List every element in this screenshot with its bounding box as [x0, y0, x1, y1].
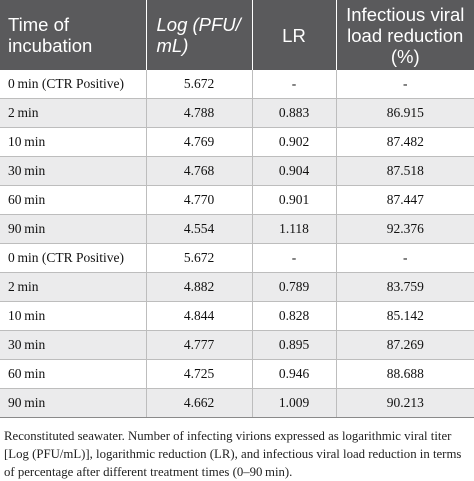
cell-lr: 1.118: [252, 214, 337, 244]
header-log-pfu-ml: Log (PFU/ mL): [146, 0, 253, 70]
cell-reduction: 86.915: [336, 98, 474, 128]
cell-time: 2 min: [0, 272, 147, 302]
table-footnote: Reconstituted seawater. Number of infect…: [4, 429, 462, 479]
cell-lr: 0.904: [252, 156, 337, 186]
cell-log: 4.777: [146, 330, 253, 360]
cell-log: 5.672: [146, 70, 253, 99]
header-row: Time of incubation Log (PFU/ mL) LR Infe…: [0, 0, 474, 70]
cell-reduction: 90.213: [336, 388, 474, 418]
cell-lr: 0.946: [252, 359, 337, 389]
cell-lr: 1.009: [252, 388, 337, 418]
cell-log: 4.768: [146, 156, 253, 186]
cell-reduction: 87.518: [336, 156, 474, 186]
cell-lr: -: [252, 243, 337, 273]
table-row: 0 min (CTR Positive) 5.672 - -: [0, 70, 474, 99]
cell-log: 4.788: [146, 98, 253, 128]
cell-reduction: 87.482: [336, 127, 474, 157]
cell-time: 90 min: [0, 214, 147, 244]
cell-lr: 0.789: [252, 272, 337, 302]
cell-time: 60 min: [0, 359, 147, 389]
cell-time: 10 min: [0, 301, 147, 331]
header-viral-load-reduction: Infectious viral load reduction (%): [336, 0, 474, 70]
table-row: 90 min 4.662 1.009 90.213: [0, 388, 474, 418]
table-row: 60 min 4.770 0.901 87.447: [0, 185, 474, 215]
cell-reduction: 92.376: [336, 214, 474, 244]
cell-time: 90 min: [0, 388, 147, 418]
cell-reduction: 83.759: [336, 272, 474, 302]
cell-reduction: 87.447: [336, 185, 474, 215]
table-header: Time of incubation Log (PFU/ mL) LR Infe…: [0, 0, 474, 70]
cell-lr: 0.828: [252, 301, 337, 331]
table-row: 90 min 4.554 1.118 92.376: [0, 214, 474, 244]
cell-time: 0 min (CTR Positive): [0, 243, 147, 273]
cell-log: 4.882: [146, 272, 253, 302]
cell-log: 4.844: [146, 301, 253, 331]
cell-lr: 0.895: [252, 330, 337, 360]
table-row: 60 min 4.725 0.946 88.688: [0, 359, 474, 389]
cell-log: 5.672: [146, 243, 253, 273]
cell-reduction: 87.269: [336, 330, 474, 360]
table-row: 2 min 4.788 0.883 86.915: [0, 98, 474, 128]
results-table: Time of incubation Log (PFU/ mL) LR Infe…: [0, 0, 474, 418]
cell-time: 30 min: [0, 330, 147, 360]
cell-reduction: -: [336, 243, 474, 273]
cell-time: 2 min: [0, 98, 147, 128]
table-row: 30 min 4.768 0.904 87.518: [0, 156, 474, 186]
table-row: 10 min 4.769 0.902 87.482: [0, 127, 474, 157]
cell-time: 0 min (CTR Positive): [0, 70, 147, 99]
header-time-of-incubation: Time of incubation: [0, 0, 147, 70]
cell-lr: 0.883: [252, 98, 337, 128]
cell-log: 4.769: [146, 127, 253, 157]
cell-lr: 0.902: [252, 127, 337, 157]
cell-log: 4.662: [146, 388, 253, 418]
table-row: 30 min 4.777 0.895 87.269: [0, 330, 474, 360]
header-lr: LR: [252, 0, 337, 70]
table-body: 0 min (CTR Positive) 5.672 - - 2 min 4.7…: [0, 70, 474, 418]
cell-log: 4.554: [146, 214, 253, 244]
table-row: 0 min (CTR Positive) 5.672 - -: [0, 243, 474, 273]
cell-reduction: 88.688: [336, 359, 474, 389]
table-row: 2 min 4.882 0.789 83.759: [0, 272, 474, 302]
cell-time: 60 min: [0, 185, 147, 215]
cell-log: 4.770: [146, 185, 253, 215]
cell-log: 4.725: [146, 359, 253, 389]
cell-time: 10 min: [0, 127, 147, 157]
cell-lr: -: [252, 70, 337, 99]
cell-reduction: 85.142: [336, 301, 474, 331]
cell-reduction: -: [336, 70, 474, 99]
cell-lr: 0.901: [252, 185, 337, 215]
cell-time: 30 min: [0, 156, 147, 186]
table-row: 10 min 4.844 0.828 85.142: [0, 301, 474, 331]
